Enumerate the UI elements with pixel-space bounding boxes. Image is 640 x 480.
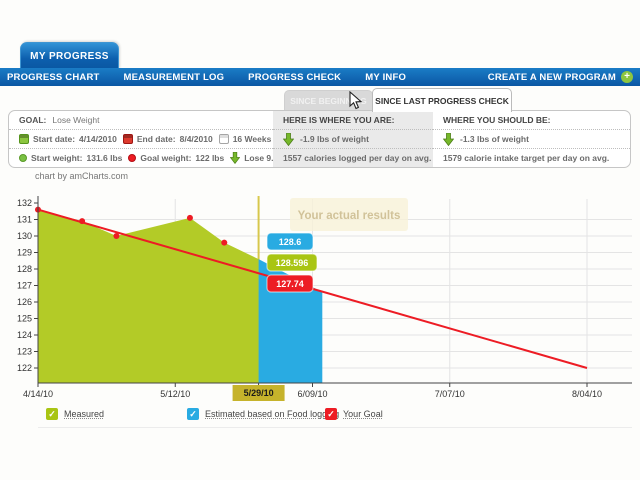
legend-item[interactable]: ✓ Estimated based on Food logging xyxy=(187,408,339,420)
nav-item-measurement-log[interactable]: MEASUREMENT LOG xyxy=(123,71,225,83)
svg-text:5/29/10: 5/29/10 xyxy=(244,388,274,398)
progress-chart[interactable]: 122 123 124 125 126 127 128 129 130 131 132 4/14/10… xyxy=(0,188,640,403)
end-date-label: End date: xyxy=(136,134,176,144)
goal-weight-label: Goal weight: xyxy=(140,153,192,163)
svg-text:126: 126 xyxy=(17,297,32,307)
svg-text:6/09/10: 6/09/10 xyxy=(297,389,327,399)
start-weight-value: 131.6 lbs xyxy=(86,153,123,163)
should-calories: 1579 calorie intake target per day on av… xyxy=(443,153,610,163)
goal-weight-dot-icon xyxy=(128,154,137,162)
svg-text:5/12/10: 5/12/10 xyxy=(160,389,190,399)
svg-text:132: 132 xyxy=(17,198,32,208)
duration-value: 16 Weeks xyxy=(232,134,272,144)
nav-item-progress-check[interactable]: PROGRESS CHECK xyxy=(248,71,342,83)
svg-text:122: 122 xyxy=(17,363,32,373)
mouse-cursor-icon xyxy=(349,91,362,110)
svg-text:128: 128 xyxy=(17,264,32,274)
chart-credit: chart by amCharts.com xyxy=(35,171,129,181)
svg-text:127.74: 127.74 xyxy=(276,279,304,289)
main-navbar: PROGRESS CHART MEASUREMENT LOG PROGRESS … xyxy=(0,68,640,86)
tab-since-last-progress-check[interactable]: SINCE LAST PROGRESS CHECK xyxy=(372,88,512,112)
should-weight-change: -1.3 lbs of weight xyxy=(433,130,630,149)
down-arrow-icon xyxy=(443,132,454,146)
down-arrow-icon xyxy=(230,152,241,164)
legend-item[interactable]: ✓ Measured xyxy=(46,408,104,420)
start-weight-dot-icon xyxy=(19,154,27,162)
svg-text:8/04/10: 8/04/10 xyxy=(572,389,602,399)
svg-text:123: 123 xyxy=(17,347,32,357)
here-weight-change-value: -1.9 lbs of weight xyxy=(300,134,369,144)
goal-weight-value: 122 lbs xyxy=(195,153,225,163)
svg-text:Your actual results: Your actual results xyxy=(298,210,401,222)
weights-row: Start weight: 131.6 lbs Goal weight: 122… xyxy=(9,149,273,167)
dates-row: Start date: 4/14/2010 End date: 8/4/2010… xyxy=(9,130,273,149)
svg-text:128.596: 128.596 xyxy=(276,258,309,268)
duration-calendar-icon xyxy=(218,134,229,144)
start-weight-group: Start weight: 131.6 lbs xyxy=(19,153,122,163)
down-arrow-icon xyxy=(283,132,294,146)
should-title: WHERE YOU SHOULD BE: xyxy=(433,111,630,130)
svg-text:129: 129 xyxy=(17,248,32,258)
end-date-group: End date: 8/4/2010 xyxy=(122,134,213,144)
lose-value: Lose 9.6 lbs xyxy=(244,153,273,163)
should-weight-change-value: -1.3 lbs of weight xyxy=(460,134,529,144)
tab-since-last-progress-check-label: SINCE LAST PROGRESS CHECK xyxy=(375,95,509,106)
goal-label: GOAL: xyxy=(19,115,47,125)
tab-since-beginning-label: SINCE BEGINNING xyxy=(290,96,367,106)
svg-text:4/14/10: 4/14/10 xyxy=(23,389,53,399)
svg-text:130: 130 xyxy=(17,231,32,241)
svg-text:124: 124 xyxy=(17,330,32,340)
nav-item-my-info[interactable]: MY INFO xyxy=(365,71,407,83)
start-date-calendar-icon xyxy=(19,134,29,144)
svg-text:127: 127 xyxy=(17,281,32,291)
svg-text:128.6: 128.6 xyxy=(279,237,302,247)
legend-label: Your Goal xyxy=(343,409,383,419)
legend-label: Estimated based on Food logging xyxy=(205,409,340,419)
svg-text:125: 125 xyxy=(17,314,32,324)
end-date-value: 8/4/2010 xyxy=(179,134,213,144)
navbar-links: PROGRESS CHART MEASUREMENT LOG PROGRESS … xyxy=(0,72,406,83)
start-date-label: Start date: xyxy=(33,134,76,144)
goal-row: GOAL: Lose Weight xyxy=(9,111,273,130)
legend-checkbox-icon: ✓ xyxy=(187,408,199,420)
legend-label: Measured xyxy=(64,409,105,419)
goal-summary-panel: GOAL: Lose Weight HERE IS WHERE YOU ARE:… xyxy=(8,110,631,168)
create-new-program-button[interactable]: CREATE A NEW PROGRAM + xyxy=(488,71,640,83)
start-weight-label: Start weight: xyxy=(31,153,83,163)
start-date-group: Start date: 4/14/2010 xyxy=(19,134,117,144)
svg-text:7/07/10: 7/07/10 xyxy=(435,389,465,399)
here-title: HERE IS WHERE YOU ARE: xyxy=(273,111,433,130)
create-new-program-label: CREATE A NEW PROGRAM xyxy=(487,71,616,83)
tab-my-progress-label: MY PROGRESS xyxy=(30,50,109,62)
goal-weight-group: Goal weight: 122 lbs xyxy=(128,153,224,163)
svg-text:131: 131 xyxy=(17,215,32,225)
plus-circle-icon: + xyxy=(621,71,633,83)
nav-item-progress-chart[interactable]: PROGRESS CHART xyxy=(7,71,100,83)
tab-my-progress[interactable]: MY PROGRESS xyxy=(20,42,119,69)
lose-group: Lose 9.6 lbs xyxy=(230,152,273,164)
duration-group: 16 Weeks xyxy=(218,134,272,144)
here-calories: 1557 calories logged per day on avg. xyxy=(273,149,433,167)
here-weight-change: -1.9 lbs of weight xyxy=(273,130,433,149)
legend-item[interactable]: ✓ Your Goal xyxy=(325,408,383,420)
chart-legend: ✓ Measured ✓ Estimated based on Food loggin… xyxy=(38,406,632,428)
start-date-value: 4/14/2010 xyxy=(79,134,117,144)
end-date-calendar-icon xyxy=(122,134,133,144)
legend-checkbox-icon: ✓ xyxy=(46,408,58,420)
goal-value: Lose Weight xyxy=(52,115,100,125)
legend-checkbox-icon: ✓ xyxy=(325,408,337,420)
